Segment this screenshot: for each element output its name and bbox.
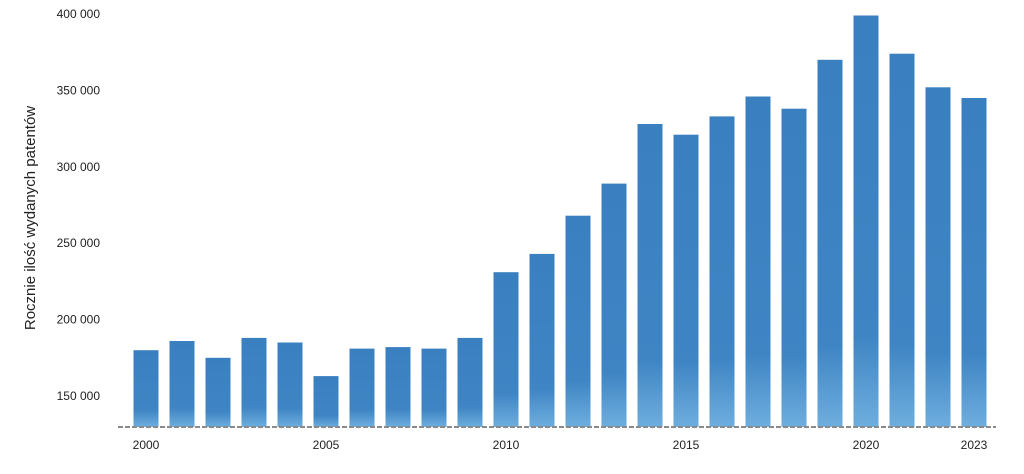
bar-2001 [169, 341, 195, 427]
bar-2008 [421, 348, 447, 427]
bar-2018 [781, 108, 807, 427]
y-axis-title: Rocznie ilość wydanych patentów [22, 106, 39, 330]
x-tick-label: 2010 [493, 438, 520, 452]
x-tick-label: 2000 [133, 438, 160, 452]
y-tick-label: 400 000 [57, 7, 101, 21]
bar-2005 [313, 376, 339, 427]
y-tick-label: 150 000 [57, 389, 101, 403]
x-tick-label: 2015 [673, 438, 700, 452]
bar-2021 [889, 53, 915, 427]
bar-2012 [565, 215, 591, 427]
y-tick-label: 250 000 [57, 236, 101, 250]
bar-2000 [133, 350, 159, 427]
x-axis-ticks: 2000 2005 2010 2015 2020 2023 [133, 438, 988, 452]
bars-group [133, 15, 987, 428]
bar-2017 [745, 96, 771, 427]
bar-2002 [205, 357, 231, 427]
bar-2010 [493, 272, 519, 427]
bar-2020 [853, 15, 879, 427]
bar-2014 [637, 124, 663, 427]
y-tick-label: 350 000 [57, 83, 101, 97]
x-tick-label: 2005 [313, 438, 340, 452]
bar-2019 [817, 59, 843, 428]
y-tick-label: 200 000 [57, 313, 101, 327]
y-tick-label: 300 000 [57, 160, 101, 174]
bar-2009 [457, 337, 483, 427]
x-tick-label: 2020 [853, 438, 880, 452]
bar-2015 [673, 134, 699, 427]
bar-2022 [925, 87, 951, 428]
bar-2023 [961, 98, 987, 427]
bar-2007 [385, 347, 411, 427]
bar-2016 [709, 116, 735, 428]
bar-2006 [349, 348, 375, 427]
bar-2004 [277, 342, 303, 427]
bar-2013 [601, 183, 627, 427]
y-axis-ticks: 150 000 200 000 250 000 300 000 350 000 400 0… [57, 7, 101, 403]
x-tick-label: 2023 [961, 438, 988, 452]
bar-2011 [529, 253, 555, 427]
bar-2003 [241, 337, 267, 427]
